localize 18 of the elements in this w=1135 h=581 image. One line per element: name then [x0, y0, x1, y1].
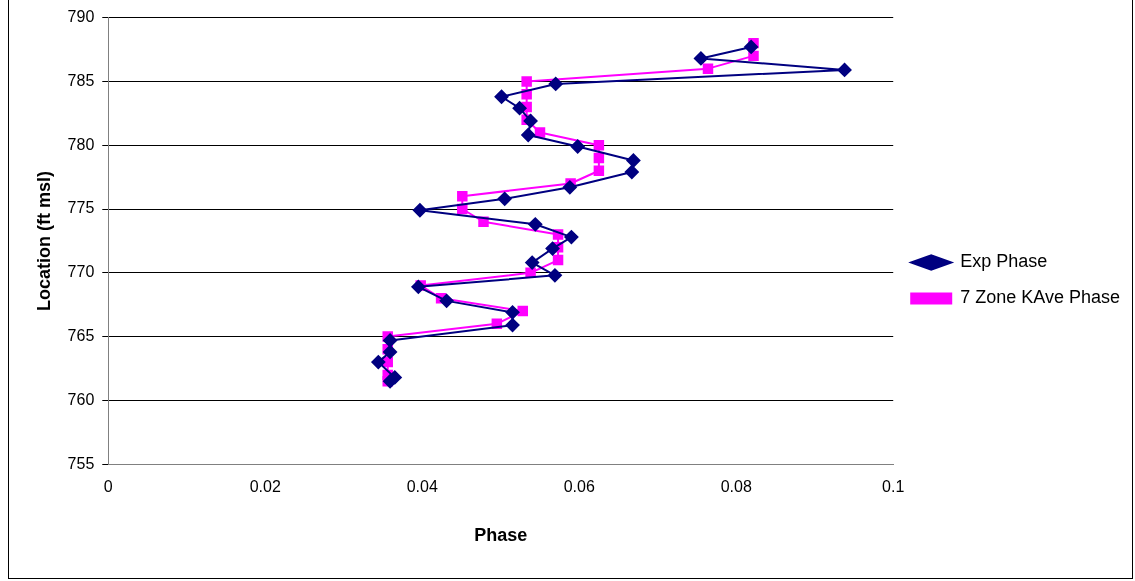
x-tick-label: 0 — [103, 478, 113, 496]
x-tick-label: 0.04 — [406, 478, 438, 496]
legend-label: 7 Zone KAve Phase — [960, 287, 1120, 308]
y-tick-label: 790 — [67, 8, 95, 26]
x-axis-title: Phase — [474, 525, 528, 546]
y-tick-label: 785 — [67, 71, 95, 89]
x-tick-label: 0.02 — [249, 478, 281, 496]
y-tick-label: 775 — [67, 199, 95, 217]
y-axis-title: Location (ft msl) — [33, 170, 54, 311]
y-tick-label: 770 — [67, 263, 95, 281]
x-tick-label: 0.06 — [563, 478, 595, 496]
x-tick-label: 0.1 — [882, 478, 905, 496]
y-tick-label: 765 — [67, 327, 95, 345]
legend-label: Exp Phase — [960, 251, 1048, 272]
y-tick-label: 755 — [67, 454, 95, 472]
y-tick-label: 760 — [67, 390, 95, 408]
y-tick-label: 780 — [67, 135, 95, 153]
x-tick-label: 0.08 — [720, 478, 752, 496]
